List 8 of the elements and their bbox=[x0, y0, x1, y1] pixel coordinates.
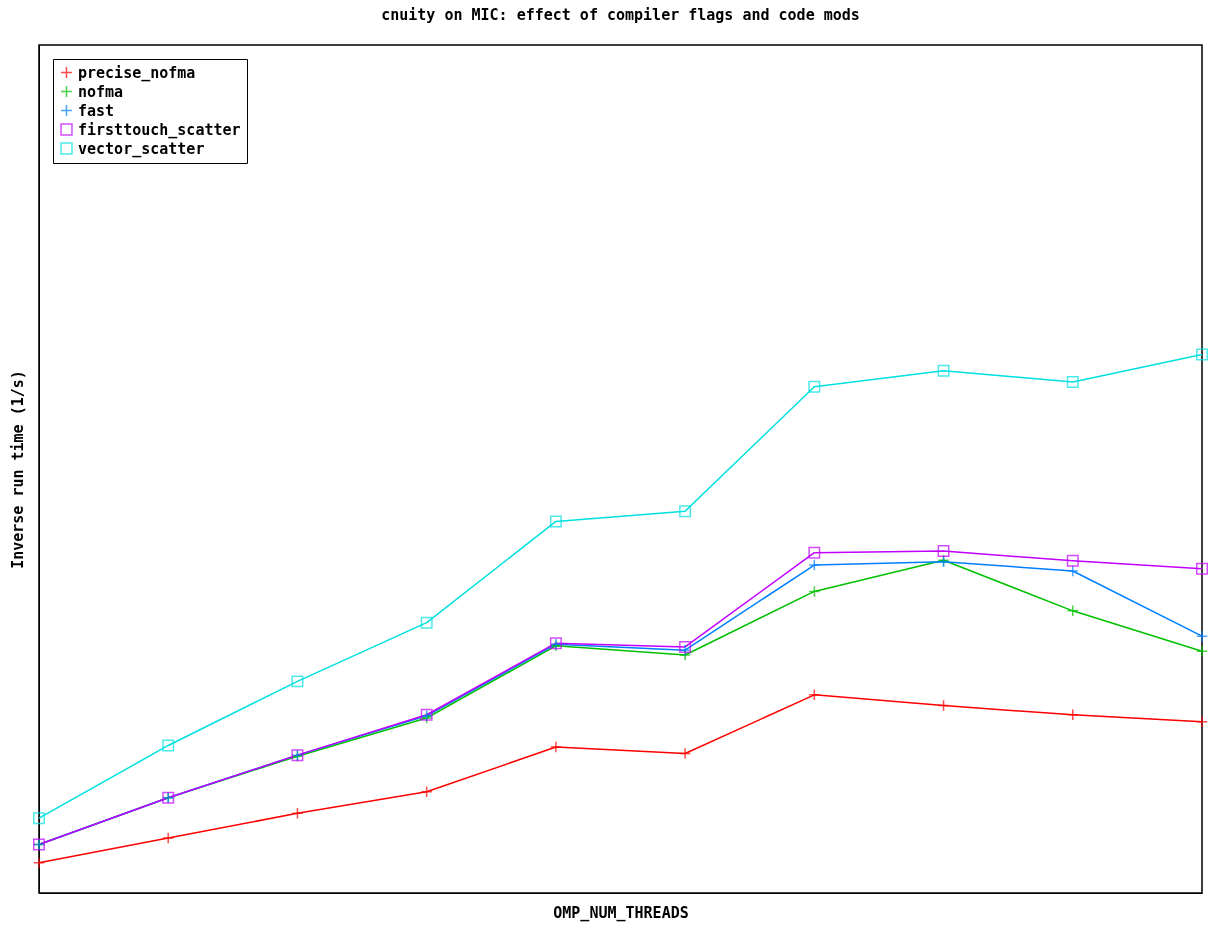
legend-label: fast bbox=[78, 101, 115, 120]
y-axis-title: Inverse run time (1/s) bbox=[8, 370, 27, 569]
chart-title: cnuity on MIC: effect of compiler flags and code mods bbox=[381, 6, 860, 24]
legend-label: vector_scatter bbox=[78, 139, 205, 158]
legend-label: precise_nofma bbox=[78, 63, 196, 82]
x-axis-title: OMP_NUM_THREADS bbox=[553, 903, 689, 922]
legend-label: nofma bbox=[78, 82, 124, 101]
legend-label: firsttouch_scatter bbox=[78, 120, 241, 139]
